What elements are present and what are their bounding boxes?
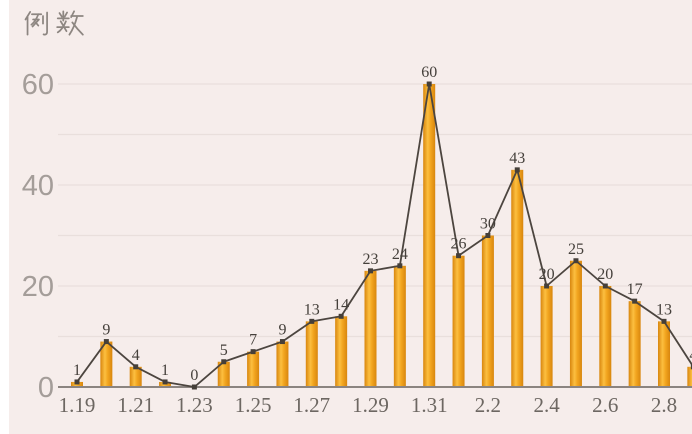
x-tick-label-1.31: 1.31 xyxy=(411,393,448,417)
y-tick-label-40: 40 xyxy=(22,170,54,202)
bar-2.3 xyxy=(511,169,524,387)
bar-1.19 xyxy=(71,381,83,387)
data-point-marker-1.19 xyxy=(74,379,80,385)
bar-2.6 xyxy=(599,286,612,387)
x-tick-label-1.29: 1.29 xyxy=(352,393,389,417)
value-label-2.4: 20 xyxy=(539,266,555,283)
bar-2.1 xyxy=(452,255,465,387)
value-label-1.28: 14 xyxy=(333,296,349,313)
value-label-1.27: 13 xyxy=(304,301,320,318)
y-tick-label-60: 60 xyxy=(22,69,54,101)
data-point-marker-2.7 xyxy=(632,298,638,304)
data-point-marker-1.20 xyxy=(103,339,109,345)
bar-1.21 xyxy=(129,366,142,387)
x-tick-label-1.25: 1.25 xyxy=(235,393,272,417)
bar-2.5 xyxy=(569,260,582,387)
bar-1.25 xyxy=(247,351,260,387)
data-point-marker-1.30 xyxy=(397,263,403,269)
x-tick-label-1.19: 1.19 xyxy=(59,393,96,417)
x-tick-label-2.2: 2.2 xyxy=(475,393,501,417)
data-point-marker-2.1 xyxy=(456,253,462,259)
value-label-1.19: 1 xyxy=(73,362,81,379)
value-label-1.24: 5 xyxy=(220,342,228,359)
bar-1.20 xyxy=(100,341,113,387)
cjk-glyph-li xyxy=(24,11,48,36)
value-label-2.8: 13 xyxy=(656,301,672,318)
bar-1.22 xyxy=(159,381,172,387)
data-point-marker-1.24 xyxy=(221,359,227,365)
data-point-marker-1.22 xyxy=(162,379,168,385)
value-label-1.23: 0 xyxy=(190,367,198,384)
bar-2.7 xyxy=(628,301,641,387)
data-point-marker-2.4 xyxy=(544,283,550,289)
data-point-marker-2.8 xyxy=(661,318,667,324)
value-label-2.2: 30 xyxy=(480,216,496,233)
bar-2.9 xyxy=(687,366,692,387)
value-label-2.6: 20 xyxy=(597,266,613,283)
bar-1.26 xyxy=(276,341,289,387)
data-point-marker-1.23 xyxy=(191,384,197,390)
value-label-1.31: 60 xyxy=(421,64,437,81)
value-label-2.5: 25 xyxy=(568,241,584,258)
bar-2.8 xyxy=(658,321,670,387)
x-tick-label-1.23: 1.23 xyxy=(176,393,213,417)
data-point-marker-1.31 xyxy=(426,81,432,87)
value-label-2.3: 43 xyxy=(509,150,525,167)
bar-1.31 xyxy=(423,84,436,387)
data-point-marker-1.27 xyxy=(309,318,315,324)
bar-1.27 xyxy=(305,321,318,387)
x-tick-label-2.8: 2.8 xyxy=(651,393,677,417)
y-axis-title: 例数 xyxy=(22,9,84,37)
trend-line xyxy=(76,83,692,388)
data-point-marker-1.29 xyxy=(368,268,373,274)
cjk-glyph-shu xyxy=(56,10,84,36)
data-point-marker-2.2 xyxy=(485,233,491,238)
bar-2.2 xyxy=(481,235,494,387)
y-tick-label-0: 0 xyxy=(38,372,54,404)
value-label-1.22: 1 xyxy=(161,362,169,379)
data-point-marker-2.9 xyxy=(690,364,692,370)
value-label-1.21: 4 xyxy=(132,347,140,364)
data-point-marker-1.26 xyxy=(279,339,285,345)
bar-2.4 xyxy=(540,286,553,387)
value-label-2.9: 4 xyxy=(689,347,692,364)
data-point-marker-1.21 xyxy=(133,364,139,370)
data-point-marker-2.5 xyxy=(573,258,579,264)
value-label-1.30: 24 xyxy=(392,246,408,263)
x-tick-label-2.4: 2.4 xyxy=(533,393,560,417)
value-label-1.26: 9 xyxy=(278,322,286,339)
bar-1.24 xyxy=(217,361,230,387)
data-point-marker-1.25 xyxy=(250,349,256,355)
value-label-2.7: 17 xyxy=(627,281,643,298)
value-label-1.25: 7 xyxy=(249,332,257,349)
x-tick-label-1.27: 1.27 xyxy=(293,393,330,417)
y-tick-label-20: 20 xyxy=(22,271,54,303)
value-label-1.20: 9 xyxy=(102,322,110,339)
value-label-1.29: 23 xyxy=(363,251,379,268)
data-point-marker-1.28 xyxy=(338,313,344,319)
bar-1.29 xyxy=(364,270,377,387)
bar-1.28 xyxy=(335,316,348,387)
bar-1.30 xyxy=(393,265,406,387)
x-tick-label-2.6: 2.6 xyxy=(592,393,618,417)
value-label-2.1: 26 xyxy=(451,236,467,253)
data-point-marker-2.6 xyxy=(602,283,608,289)
x-tick-label-1.21: 1.21 xyxy=(117,393,154,417)
data-point-marker-2.3 xyxy=(514,167,520,173)
